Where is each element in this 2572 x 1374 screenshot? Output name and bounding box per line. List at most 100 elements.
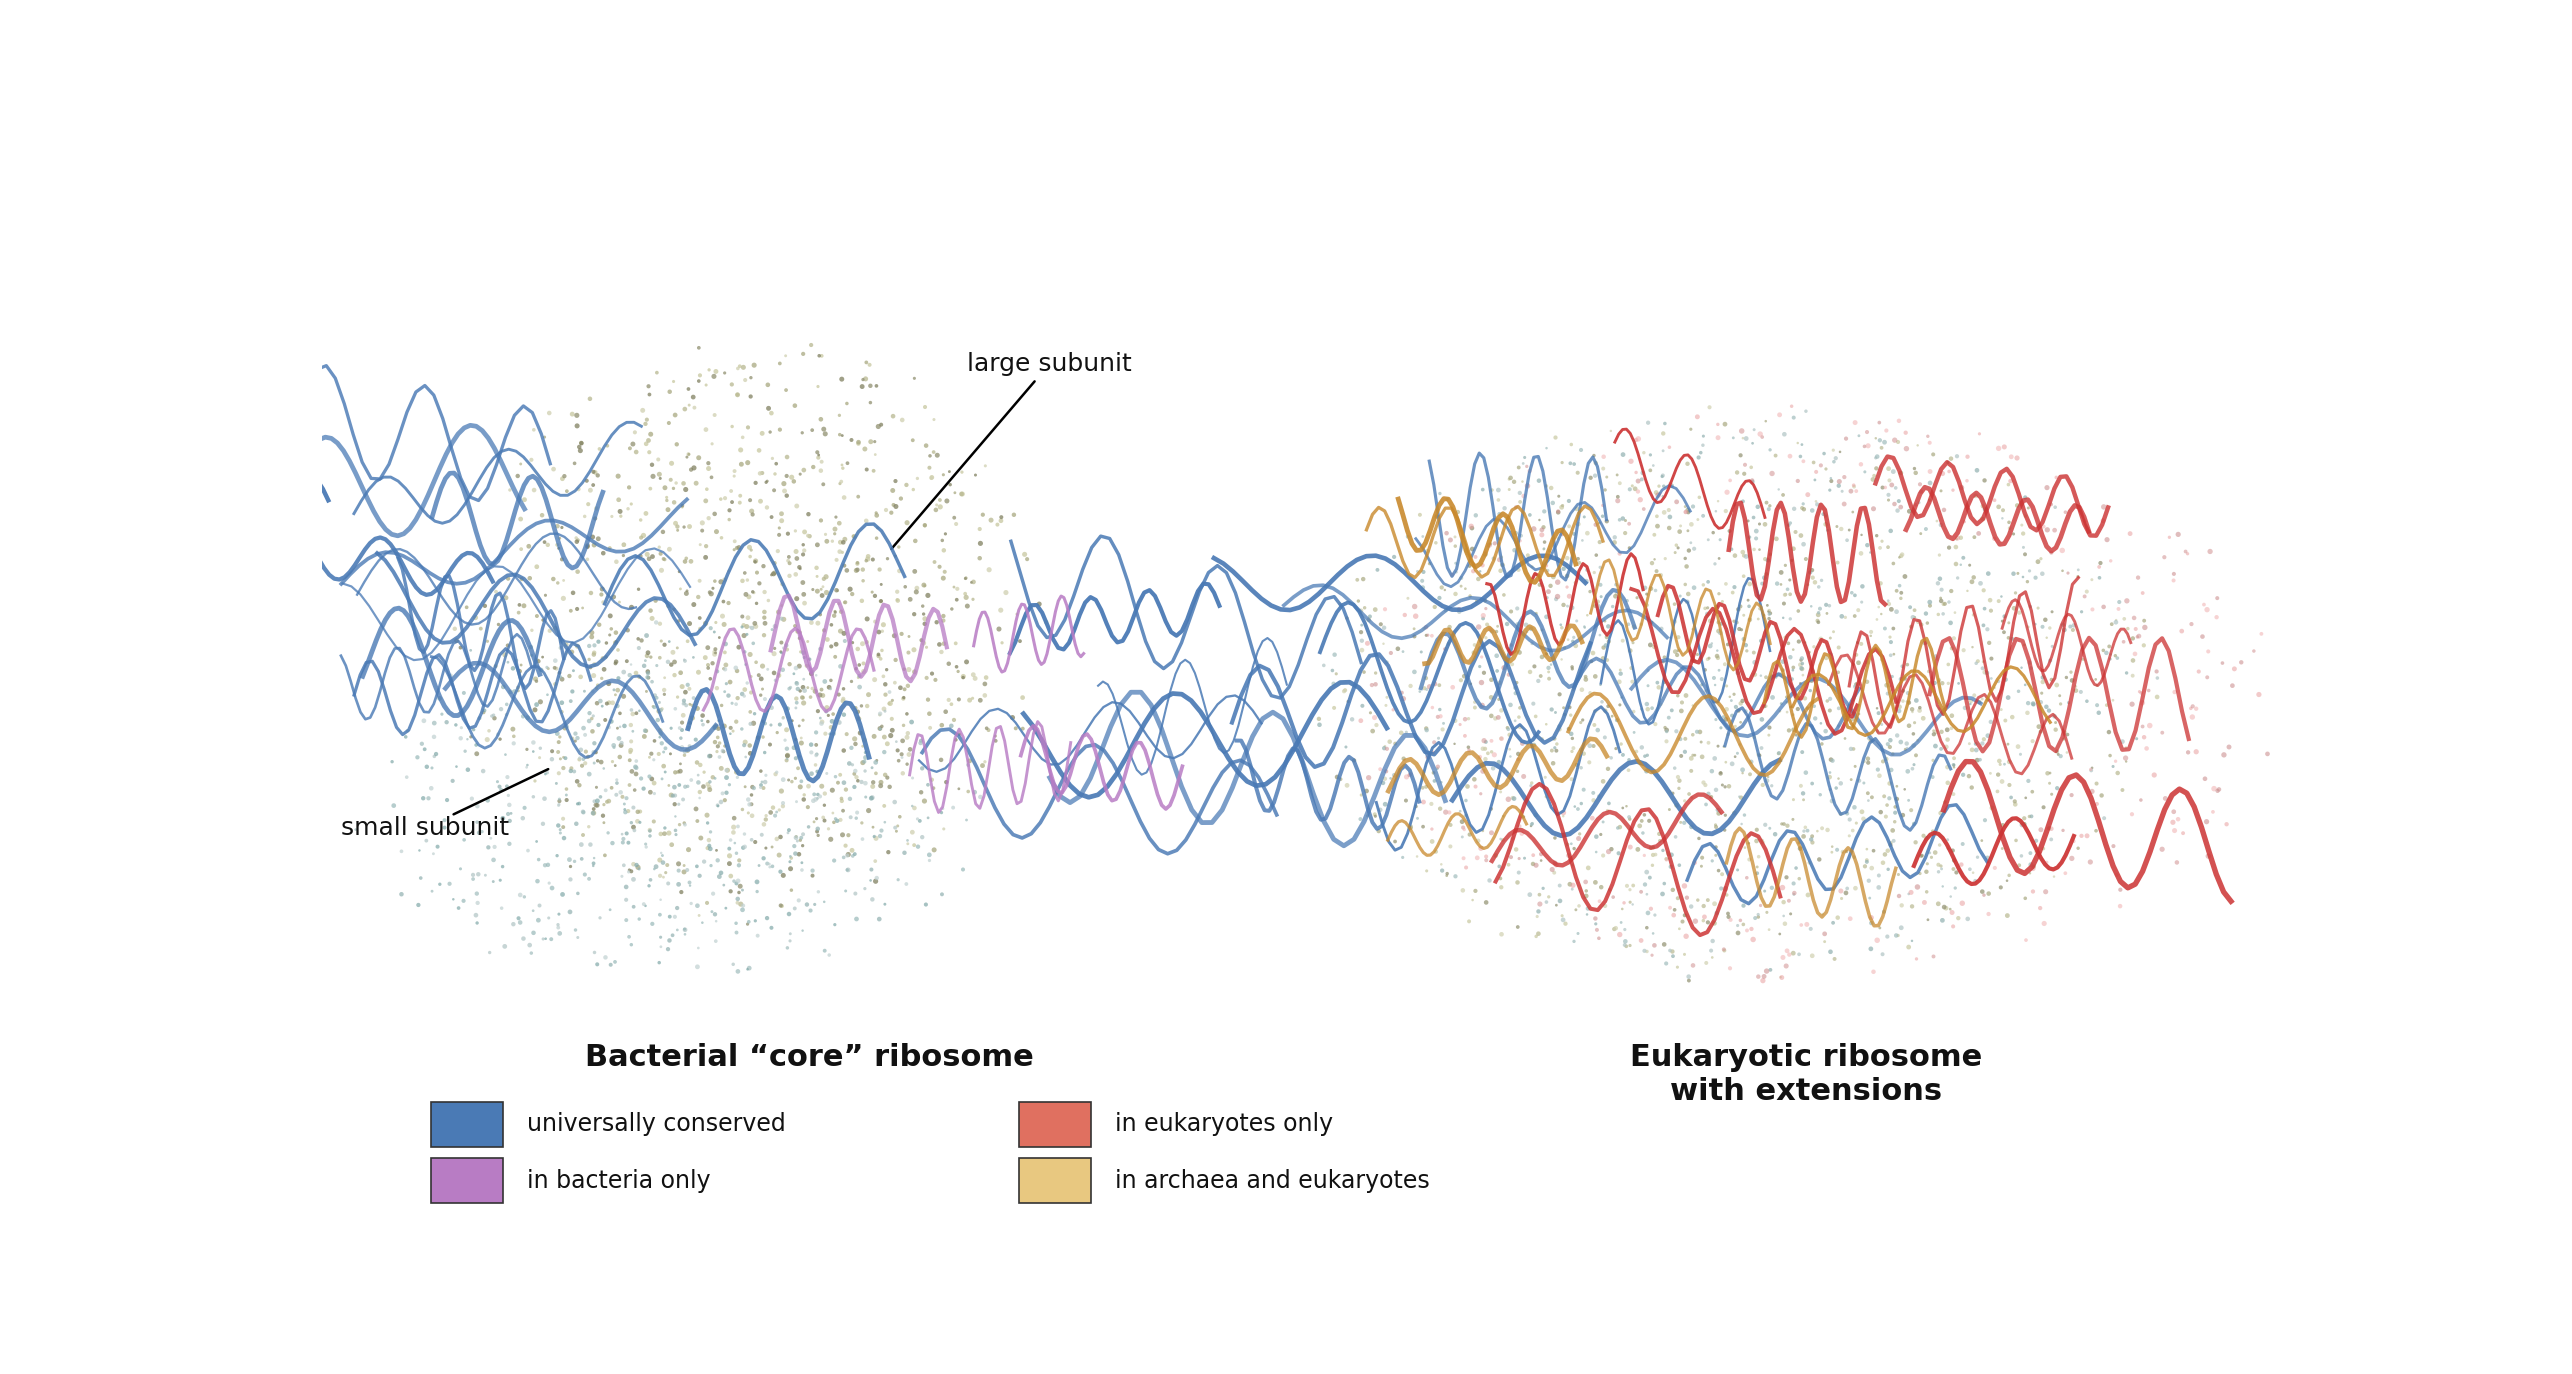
Point [2106, 618, 2148, 640]
Point [1762, 484, 1803, 506]
Point [694, 716, 736, 738]
Point [1692, 760, 1734, 782]
Point [1741, 774, 1782, 796]
Point [633, 912, 674, 934]
Point [1489, 639, 1530, 661]
Point [489, 480, 530, 502]
Point [1782, 647, 1824, 669]
Point [733, 613, 774, 635]
Point [1705, 804, 1746, 826]
Point [2160, 620, 2202, 642]
Point [1903, 824, 1944, 846]
Point [671, 893, 712, 915]
Point [2024, 797, 2065, 819]
Point [2037, 778, 2078, 800]
Point [1710, 753, 1752, 775]
Point [484, 808, 525, 830]
Point [373, 794, 414, 816]
Point [2001, 845, 2042, 867]
Point [1777, 698, 1818, 720]
Point [1368, 731, 1409, 753]
Point [2045, 618, 2086, 640]
Point [797, 580, 838, 602]
Point [1541, 523, 1582, 545]
Point [841, 695, 882, 717]
Point [2114, 607, 2155, 629]
Point [545, 785, 586, 807]
Point [818, 712, 859, 734]
Point [1620, 809, 1662, 831]
Point [1556, 497, 1597, 519]
Point [779, 776, 820, 798]
Point [802, 418, 844, 440]
Point [620, 801, 661, 823]
Point [1667, 925, 1708, 947]
Point [1983, 815, 2024, 837]
Point [1667, 591, 1708, 613]
Point [1487, 719, 1528, 741]
Point [1741, 831, 1782, 853]
Point [1687, 570, 1728, 592]
Point [1471, 533, 1512, 555]
Point [754, 643, 795, 665]
Point [1592, 595, 1633, 617]
Point [1595, 738, 1636, 760]
Point [1412, 742, 1453, 764]
Point [836, 638, 877, 660]
Point [892, 822, 934, 844]
Point [1700, 668, 1741, 690]
Point [1664, 741, 1705, 763]
Point [653, 785, 694, 807]
Point [1579, 673, 1620, 695]
Point [877, 820, 918, 842]
Point [1523, 646, 1564, 668]
Point [532, 749, 574, 771]
Point [867, 841, 908, 863]
Point [761, 503, 802, 525]
Point [1885, 778, 1926, 800]
Point [561, 754, 602, 776]
Point [532, 877, 574, 899]
Point [1942, 853, 1983, 875]
Point [2122, 691, 2163, 713]
Point [1458, 746, 1499, 768]
Point [566, 534, 607, 556]
Point [964, 455, 1006, 477]
Point [589, 716, 630, 738]
Point [1757, 495, 1798, 517]
Point [743, 624, 784, 646]
Point [653, 793, 694, 815]
Point [841, 771, 882, 793]
Point [568, 635, 610, 657]
Point [1466, 845, 1507, 867]
Point [697, 717, 738, 739]
Point [1782, 741, 1824, 763]
Point [1970, 599, 2011, 621]
Point [1741, 894, 1782, 916]
Point [1682, 772, 1723, 794]
Point [846, 631, 887, 653]
Point [1831, 480, 1872, 502]
Point [640, 543, 682, 565]
Point [723, 899, 764, 921]
Point [766, 464, 808, 486]
Point [1422, 860, 1463, 882]
Point [864, 684, 905, 706]
Point [1345, 780, 1386, 802]
Point [854, 460, 895, 482]
Point [959, 547, 1001, 569]
Point [874, 545, 916, 567]
Point [1680, 486, 1721, 508]
Point [2011, 857, 2052, 879]
Point [980, 506, 1021, 528]
Point [522, 609, 563, 631]
Point [594, 736, 635, 758]
Point [1934, 628, 1975, 650]
Point [1695, 747, 1736, 769]
Point [810, 614, 851, 636]
Point [1710, 705, 1752, 727]
Point [802, 620, 844, 642]
Point [1734, 929, 1775, 951]
Point [2011, 780, 2052, 802]
Point [1631, 697, 1672, 719]
